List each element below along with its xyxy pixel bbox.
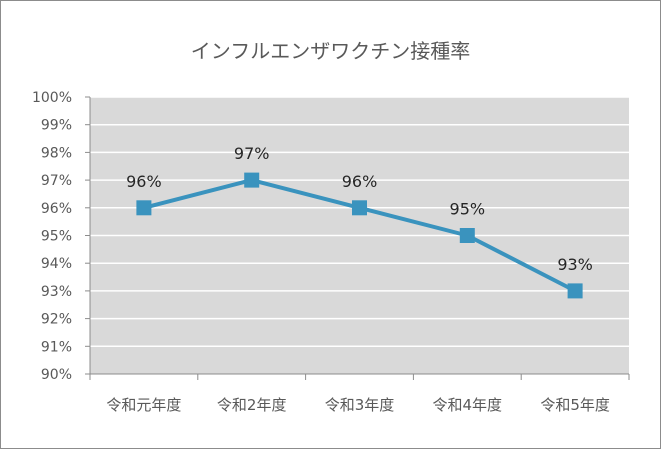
x-tick-label: 令和5年度 xyxy=(540,396,610,414)
y-axis: 90% 91% 92% 93% 94% 95% 96% 97% 98% 99% 100% xyxy=(32,90,91,383)
y-tick-label: 96% xyxy=(41,201,72,217)
data-label: 97% xyxy=(234,144,270,163)
y-tick-label: 93% xyxy=(41,284,72,300)
x-tick-label: 令和4年度 xyxy=(433,396,503,414)
y-tick-label: 94% xyxy=(41,256,72,272)
y-tick-label: 90% xyxy=(41,367,72,383)
x-tick-label: 令和3年度 xyxy=(325,396,395,414)
data-label: 95% xyxy=(450,200,486,219)
series-layer: 96% 97% 96% 95% 93% xyxy=(126,144,593,299)
data-label: 96% xyxy=(126,172,162,191)
data-point-marker xyxy=(244,172,260,188)
plot-area xyxy=(90,96,629,374)
x-tick-label: 令和元年度 xyxy=(106,396,181,414)
data-point-marker xyxy=(352,200,367,216)
y-tick-label: 100% xyxy=(32,90,72,106)
x-axis: 令和元年度 令和2年度 令和3年度 令和4年度 令和5年度 xyxy=(89,373,630,414)
data-point-marker xyxy=(567,283,583,299)
y-tick-label: 97% xyxy=(41,173,72,189)
data-label: 96% xyxy=(342,172,378,191)
x-tick-label: 令和2年度 xyxy=(217,396,287,414)
y-tick-label: 95% xyxy=(41,229,72,245)
data-point-marker xyxy=(459,228,475,243)
chart-title: インフルエンザワクチン接種率 xyxy=(190,39,471,63)
data-point-marker xyxy=(136,200,152,216)
data-label: 93% xyxy=(557,255,593,274)
y-tick-label: 91% xyxy=(41,339,72,355)
y-tick-label: 92% xyxy=(41,312,72,328)
y-tick-label: 98% xyxy=(41,145,72,161)
y-tick-label: 99% xyxy=(41,118,72,134)
